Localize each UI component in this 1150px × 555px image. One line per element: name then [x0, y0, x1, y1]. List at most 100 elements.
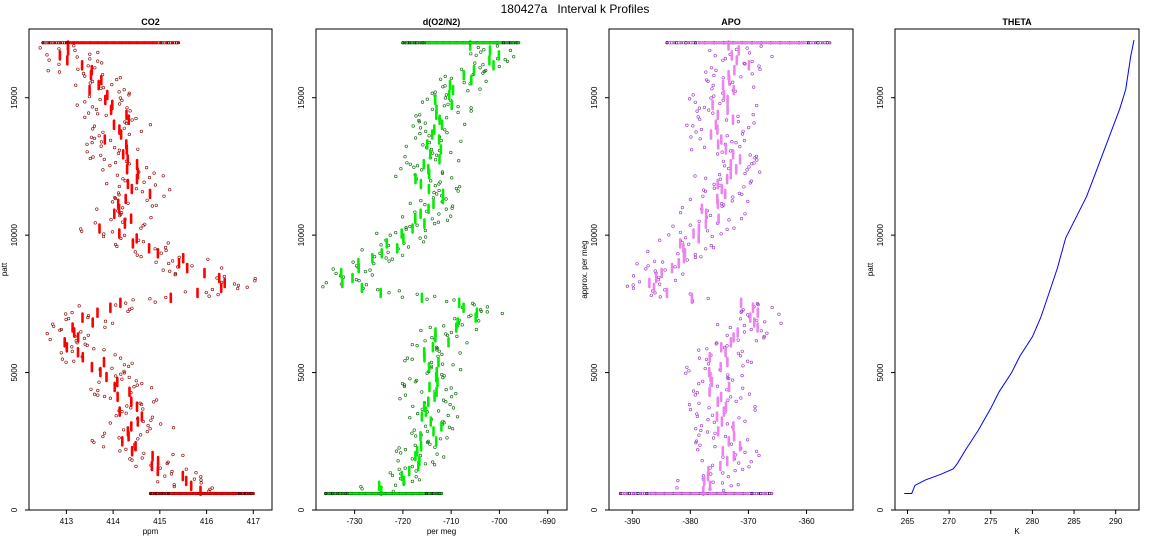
apo-dense-point — [765, 491, 769, 496]
o2n2-point — [506, 59, 510, 63]
apo-point — [687, 97, 692, 101]
co2-point — [170, 469, 174, 474]
apo-point — [710, 234, 714, 239]
co2-point — [122, 369, 126, 373]
co2-point — [140, 381, 144, 386]
co2-point — [92, 124, 97, 128]
co2-point — [92, 136, 97, 140]
co2-point — [120, 377, 124, 381]
apo-point — [732, 226, 736, 230]
apo-point — [730, 199, 734, 203]
o2n2-point — [465, 341, 469, 345]
co2-point — [126, 309, 130, 314]
apo-point — [770, 305, 774, 310]
co2-dense-point — [173, 41, 177, 45]
theta-xtick-label: 265 — [901, 517, 915, 526]
co2-point — [120, 206, 125, 210]
co2-point — [117, 90, 121, 94]
o2n2-ytick-label: 5000 — [297, 363, 306, 381]
apo-point — [699, 255, 703, 259]
co2-point — [79, 227, 83, 231]
o2n2-point — [410, 343, 414, 347]
co2-point — [66, 317, 71, 321]
apo-point — [705, 347, 709, 351]
co2-point — [105, 182, 109, 186]
o2n2-point — [451, 363, 455, 367]
o2n2-point — [449, 214, 453, 218]
co2-point — [181, 453, 185, 458]
o2n2-point — [474, 327, 479, 332]
apo-point — [667, 233, 671, 237]
co2-point — [38, 46, 42, 50]
co2-point — [148, 123, 152, 127]
co2-point — [127, 375, 131, 380]
apo-ytick-label: 5000 — [590, 363, 599, 381]
o2n2-point — [370, 273, 374, 277]
co2-xtick-label: 417 — [247, 517, 261, 526]
co2-point — [95, 207, 99, 211]
co2-point — [94, 107, 99, 112]
o2n2-point — [444, 400, 448, 404]
o2n2-point — [414, 434, 418, 438]
co2-point — [92, 440, 96, 444]
apo-point — [737, 191, 741, 195]
o2n2-point — [477, 319, 481, 323]
apo-point — [675, 486, 679, 490]
co2-point — [159, 422, 163, 426]
co2-title: CO2 — [141, 17, 160, 27]
co2-point — [136, 437, 140, 441]
apo-point — [736, 483, 740, 487]
o2n2-point — [406, 245, 411, 249]
co2-point — [97, 134, 101, 138]
apo-point — [763, 320, 767, 324]
co2-xtick-label: 414 — [106, 517, 120, 526]
o2n2-panel: d(O2/N2) -730 -720 -710 -700 -690 0 5000 10000 15… — [297, 17, 568, 536]
apo-point — [746, 125, 751, 130]
co2-point — [167, 261, 171, 266]
theta-frame — [894, 28, 1140, 511]
co2-point — [57, 62, 61, 66]
o2n2-point — [427, 141, 432, 145]
o2n2-dense-point — [413, 41, 417, 45]
o2n2-point — [422, 240, 426, 244]
apo-point — [704, 78, 709, 82]
o2n2-point — [437, 212, 441, 216]
apo-point — [729, 484, 733, 488]
apo-point — [727, 218, 731, 222]
o2n2-point — [408, 162, 412, 166]
apo-point — [748, 153, 752, 157]
co2-point — [152, 400, 156, 404]
co2-point — [155, 398, 159, 402]
co2-point — [139, 433, 143, 437]
co2-point — [112, 146, 117, 150]
o2n2-point — [482, 48, 486, 52]
o2n2-point — [364, 283, 369, 287]
o2n2-point — [410, 479, 415, 484]
apo-xtick-label: -390 — [624, 517, 641, 526]
co2-point — [74, 83, 78, 87]
o2n2-ytick-label: 0 — [297, 507, 306, 512]
co2-point — [90, 141, 94, 145]
apo-dense-point — [627, 491, 632, 496]
o2n2-point — [412, 428, 416, 432]
co2-point — [216, 293, 220, 297]
o2n2-point — [441, 362, 445, 366]
apo-point — [637, 280, 642, 284]
co2-point — [161, 174, 165, 178]
co2-point — [115, 173, 119, 177]
apo-point — [742, 61, 746, 65]
apo-point — [742, 138, 747, 143]
o2n2-point — [433, 294, 437, 298]
co2-point — [57, 70, 62, 74]
apo-point — [704, 247, 708, 251]
apo-point — [702, 105, 707, 109]
o2n2-point — [423, 339, 427, 343]
co2-dense-point — [163, 491, 167, 496]
apo-point — [715, 384, 720, 388]
o2n2-dense-point — [408, 41, 412, 45]
apo-point — [697, 401, 701, 405]
o2n2-point — [433, 445, 437, 449]
co2-point — [132, 385, 136, 389]
co2-point — [70, 345, 74, 349]
o2n2-point — [403, 448, 408, 452]
